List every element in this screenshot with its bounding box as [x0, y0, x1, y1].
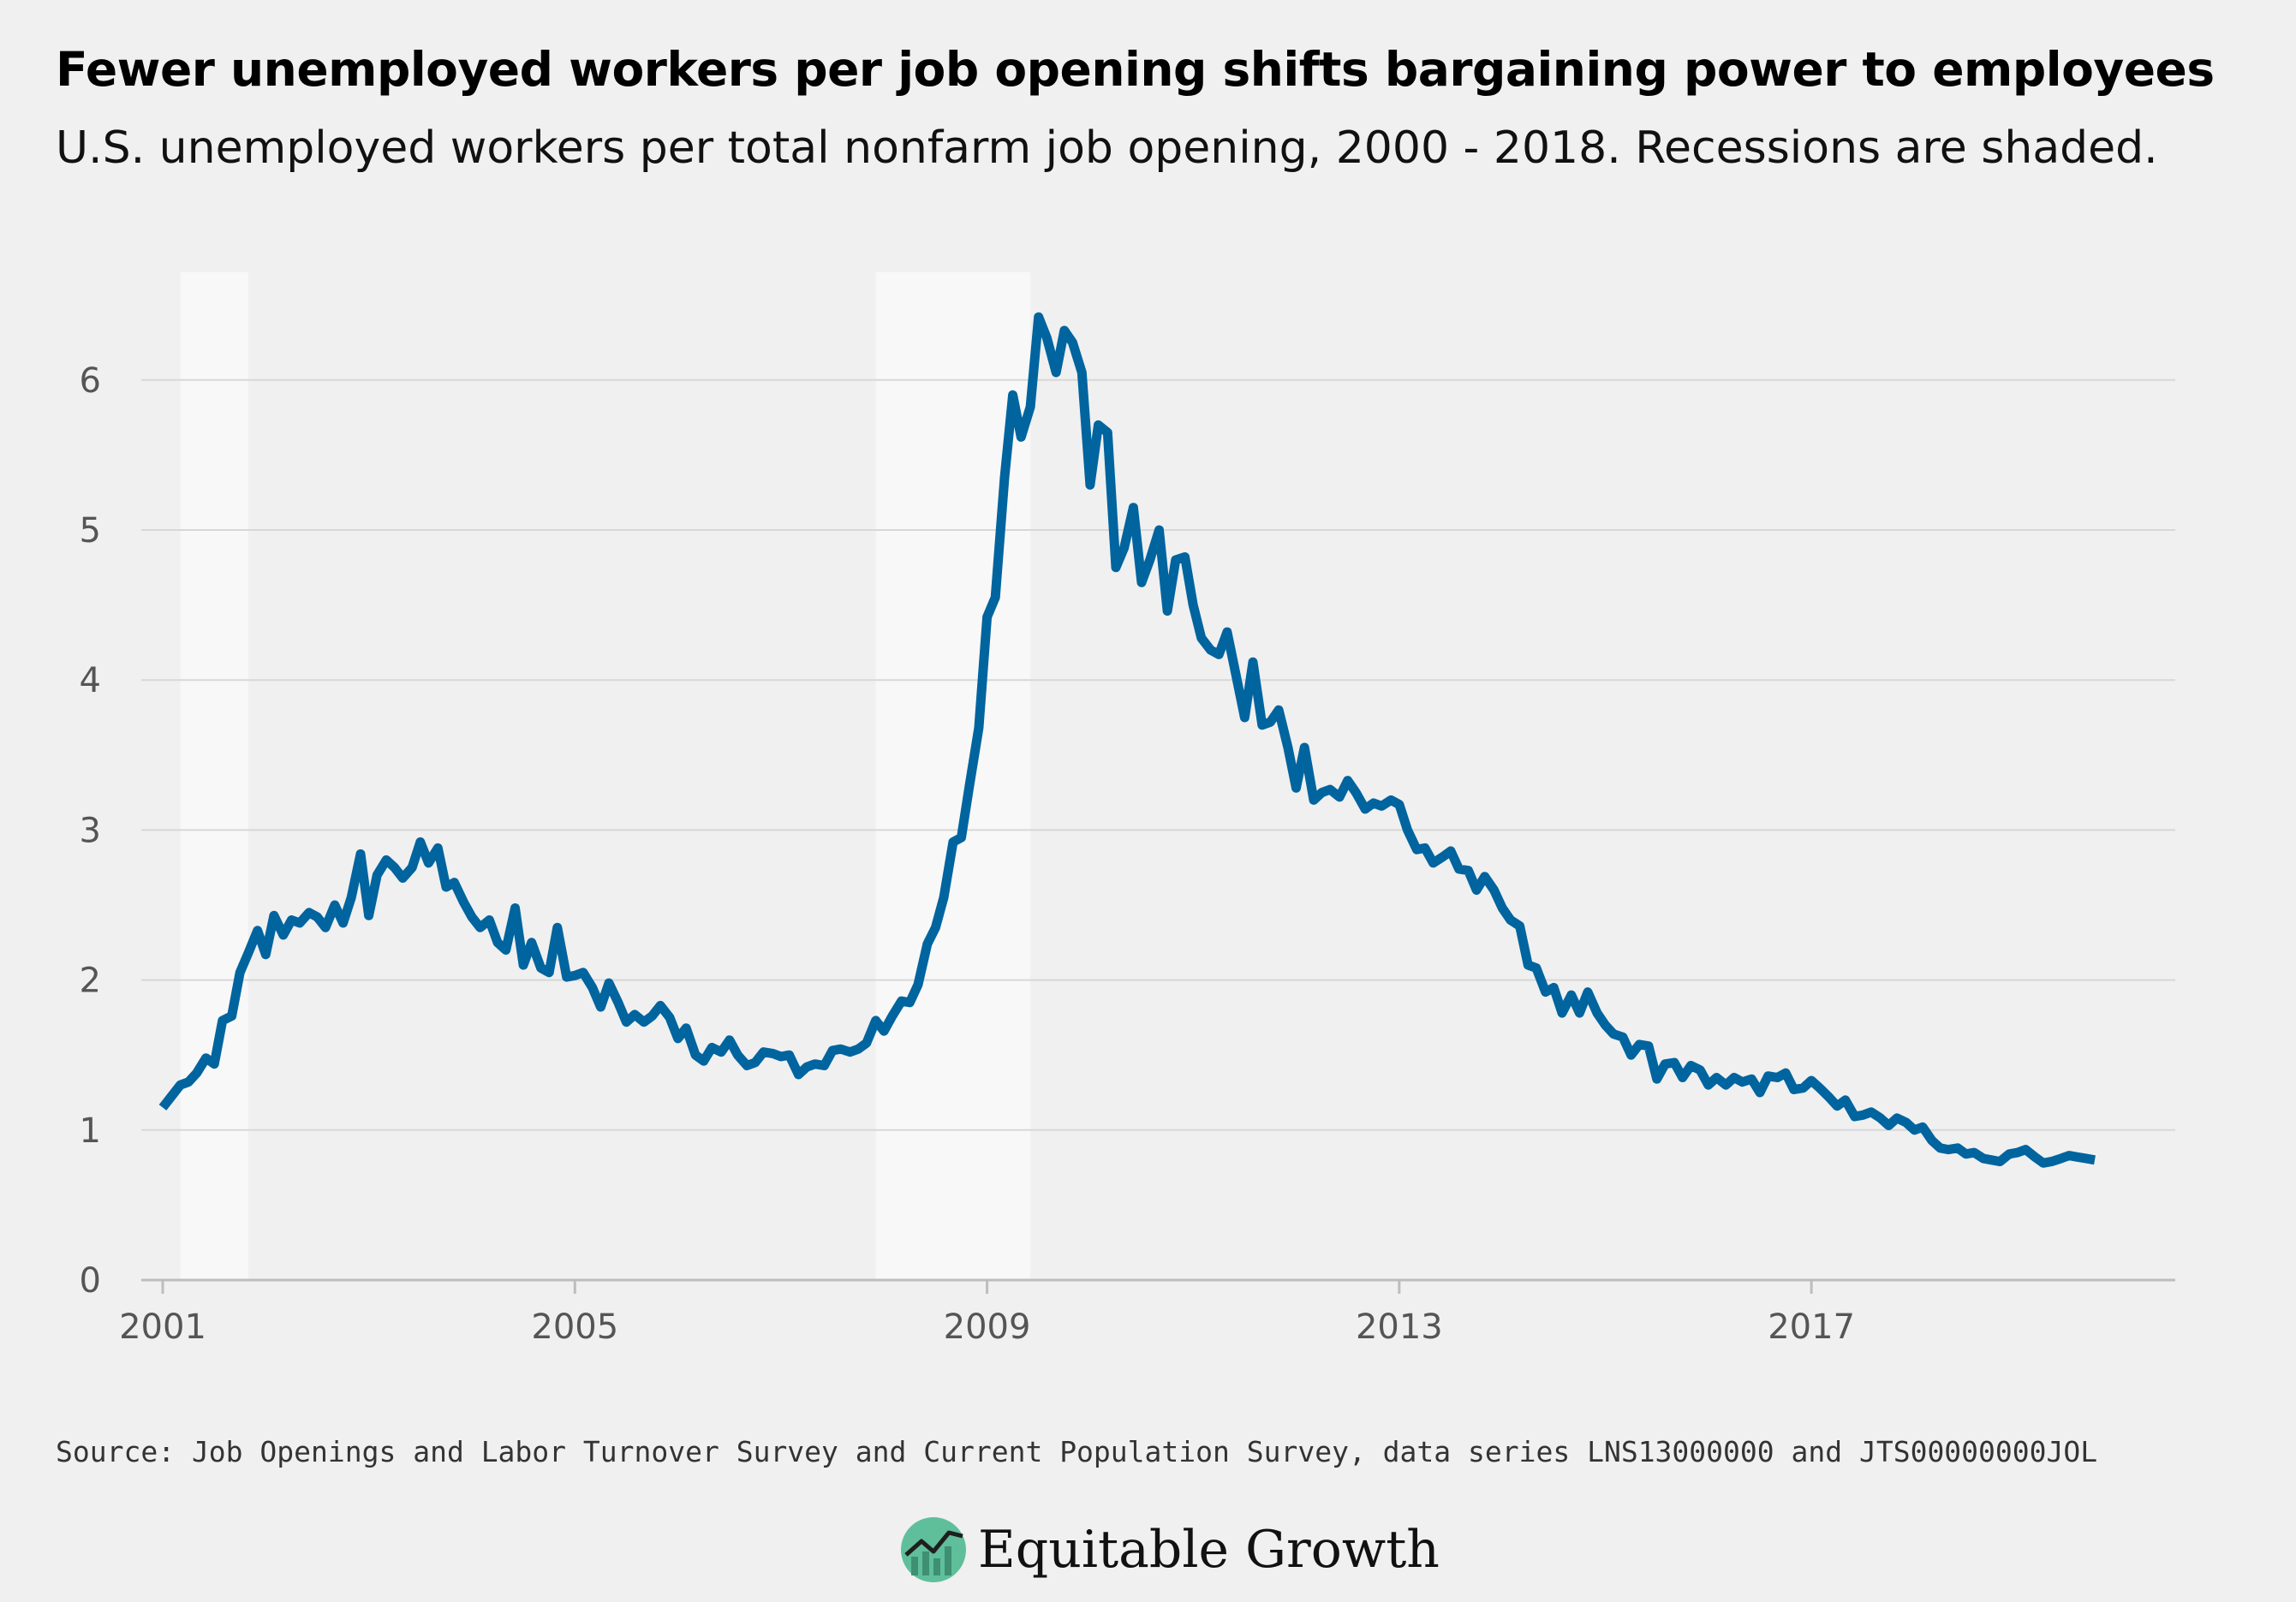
- chart-title: Fewer unemployed workers per job opening…: [56, 42, 2215, 97]
- horizontal-gridlines: [141, 378, 2175, 1282]
- chart-subtitle: U.S. unemployed workers per total nonfar…: [56, 122, 2158, 174]
- x-axis: 2001 2005 2009 2013 2017: [119, 1280, 1855, 1347]
- x-tick-label: 2009: [944, 1307, 1031, 1347]
- y-tick-label: 1: [80, 1111, 101, 1151]
- y-tick-label: 4: [80, 661, 101, 700]
- brand-name: Equitable Growth: [978, 1520, 1440, 1580]
- source-note: Source: Job Openings and Labor Turnover …: [56, 1435, 2098, 1468]
- y-tick-label: 0: [80, 1261, 101, 1301]
- x-tick-label: 2017: [1768, 1307, 1855, 1347]
- x-tick-label: 2013: [1356, 1307, 1443, 1347]
- y-tick-label: 3: [80, 811, 101, 850]
- y-axis: 0 1 2 3 4 5 6: [80, 361, 101, 1301]
- x-tick-label: 2001: [119, 1307, 206, 1347]
- series-line-1: [158, 312, 2096, 1168]
- x-tick-label: 2005: [531, 1307, 618, 1347]
- y-tick-label: 5: [80, 511, 101, 551]
- y-tick-label: 6: [80, 361, 101, 401]
- series-layer: [158, 312, 2096, 1168]
- recession-shading: [180, 272, 1031, 1280]
- brand-footer: Equitable Growth: [899, 1511, 1440, 1588]
- y-tick-label: 2: [80, 962, 101, 1001]
- recession-band-1: [180, 272, 248, 1280]
- rising-line-chart-circle-icon: [901, 1517, 966, 1582]
